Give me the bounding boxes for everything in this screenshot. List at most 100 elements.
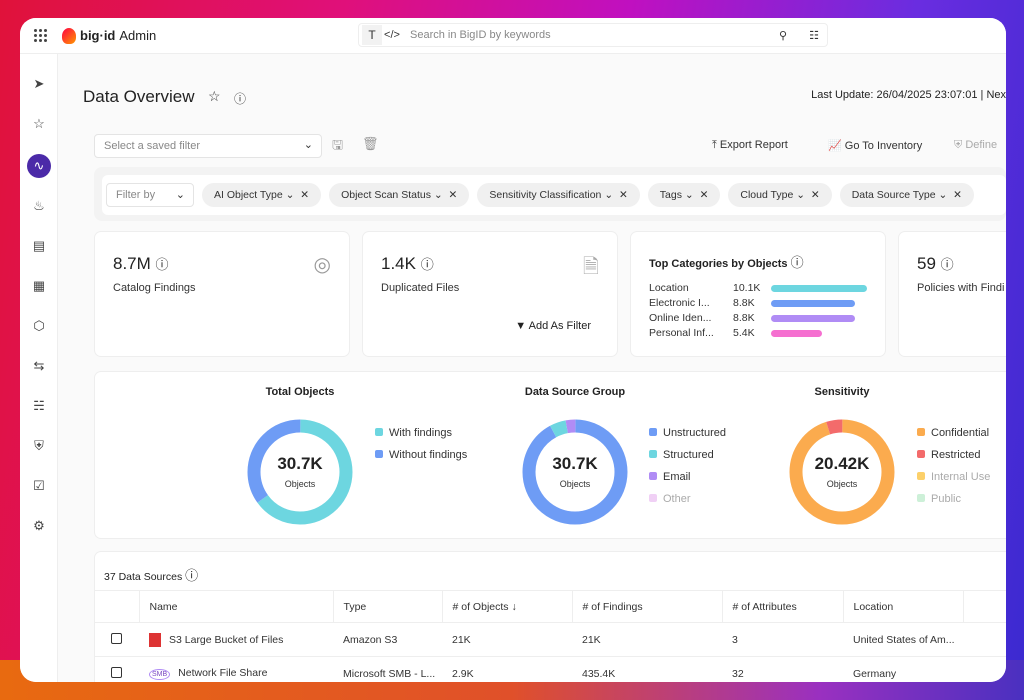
chevron-down-icon: ⌄ (175, 189, 185, 201)
column-header[interactable]: Type (333, 590, 443, 623)
legend-item[interactable]: Structured (649, 449, 714, 461)
donut-segment[interactable] (522, 419, 628, 525)
row-checkbox[interactable] (111, 632, 122, 644)
filter-chip[interactable]: Tags ⌄ ✕ (647, 183, 721, 207)
legend-item[interactable]: With findings (375, 427, 452, 439)
flame-icon[interactable]: ♨ (33, 198, 45, 213)
saved-filter-placeholder: Select a saved filter (104, 140, 200, 152)
column-header[interactable]: Location (843, 590, 964, 623)
shield-icon[interactable]: ⛨ (34, 438, 44, 453)
column-header[interactable]: Name (139, 590, 334, 623)
legend-item[interactable]: Restricted (917, 449, 981, 461)
search-icon[interactable]: ⚲ (778, 29, 787, 42)
chevron-down-icon: ⌄ (604, 189, 614, 201)
save-icon[interactable]: 🖫 (332, 137, 344, 152)
app-title: Admin (119, 28, 157, 43)
category-row[interactable]: Online Iden... 8.8K (649, 312, 889, 326)
table-row[interactable]: S3 Large Bucket of Files Amazon S3 21K 21K 3… (95, 622, 1006, 657)
export-report-button[interactable]: ⤒ Export Report (712, 139, 788, 152)
info-icon[interactable]: ⓘ (185, 568, 199, 583)
catalog-findings-label: Catalog Findings (113, 282, 196, 294)
filter-by-label: Filter by (116, 189, 156, 201)
remove-chip-icon[interactable]: ✕ (618, 189, 628, 201)
duplicated-files-card[interactable]: 1.4K ⓘ Duplicated Files 🗎 ▼ Add As Filte… (363, 232, 617, 356)
legend-item[interactable]: Public (917, 493, 961, 505)
policies-card[interactable]: 59 ⓘ Policies with Findi (899, 232, 1006, 356)
info-icon[interactable]: ⓘ (940, 257, 954, 272)
gear-icon[interactable]: ⚙ (33, 518, 45, 533)
column-header[interactable]: # of Objects ↓ (442, 590, 573, 623)
legend-item[interactable]: Other (649, 493, 691, 505)
row-checkbox[interactable] (111, 666, 122, 678)
logo[interactable]: big·id Admin (62, 27, 157, 44)
filter-chip[interactable]: Data Source Type ⌄ ✕ (839, 183, 974, 207)
star-icon[interactable]: ☆ (33, 116, 45, 131)
filter-by-select[interactable]: Filter by ⌄ (106, 183, 194, 207)
filter-chip[interactable]: Object Scan Status ⌄ ✕ (329, 183, 470, 207)
info-icon[interactable]: ⓘ (155, 257, 169, 272)
report-search-icon[interactable]: ▤ (32, 238, 46, 253)
category-name: Online Iden... (649, 312, 712, 324)
category-row[interactable]: Electronic I... 8.8K (649, 297, 889, 311)
add-as-filter-button[interactable]: ▼ Add As Filter (515, 320, 591, 332)
filter-chip[interactable]: AI Object Type ⌄ ✕ (202, 183, 322, 207)
legend-item[interactable]: Email (649, 471, 691, 483)
catalog-icon[interactable]: ▦ (32, 278, 46, 293)
remove-chip-icon[interactable]: ✕ (953, 189, 962, 201)
cube-icon[interactable]: ⬡ (33, 318, 45, 333)
donut-segment[interactable] (522, 419, 628, 525)
donut-segment[interactable] (247, 419, 353, 525)
column-header[interactable]: # of Attributes (722, 590, 844, 623)
text-mode-icon[interactable]: T (362, 25, 382, 45)
saved-filter-select[interactable]: Select a saved filter ⌄ (94, 134, 322, 158)
donut-charts (247, 419, 895, 525)
go-to-inventory-button[interactable]: 📈 Go To Inventory (828, 139, 922, 152)
filter-chip[interactable]: Cloud Type ⌄ ✕ (728, 183, 832, 207)
donut-segment[interactable] (789, 419, 895, 525)
remove-chip-icon[interactable]: ✕ (448, 189, 458, 201)
code-mode-icon[interactable]: </> (384, 29, 400, 41)
legend-label: Email (663, 471, 691, 483)
shield-check-icon: ⛨ (954, 139, 966, 151)
legend-swatch (917, 450, 925, 458)
hierarchy-icon[interactable]: ☵ (33, 398, 45, 413)
donut-segment[interactable] (789, 419, 895, 525)
info-icon[interactable]: ⓘ (420, 257, 434, 272)
legend-label: Internal Use (931, 471, 991, 483)
rocket-icon[interactable]: ➤ (33, 76, 45, 91)
remove-chip-icon[interactable]: ✕ (300, 189, 310, 201)
filter-settings-icon[interactable]: ☷ (809, 29, 819, 42)
add-as-filter-label: Add As Filter (528, 320, 591, 332)
help-icon[interactable]: ⓘ (234, 92, 247, 106)
legend-item[interactable]: Confidential (917, 427, 989, 439)
trash-icon[interactable]: 🗑 (362, 136, 379, 151)
table-row[interactable]: SMB Network File Share Microsoft SMB - L..… (95, 656, 1006, 682)
filter-chip[interactable]: Sensitivity Classification ⌄ ✕ (477, 183, 640, 207)
sort-desc-icon[interactable]: ↓ (511, 600, 517, 613)
remove-chip-icon[interactable]: ✕ (810, 189, 820, 201)
app-grid-icon[interactable] (34, 28, 48, 43)
data-source-name[interactable]: Network File Share (178, 667, 268, 679)
catalog-findings-card[interactable]: 8.7M ⓘ Catalog Findings ◎ (95, 232, 349, 356)
column-label: # of Findings (582, 600, 643, 613)
checkbox-icon[interactable]: ☑ (33, 478, 45, 493)
category-row[interactable]: Location 10.1K (649, 282, 889, 296)
remove-chip-icon[interactable]: ✕ (699, 189, 709, 201)
legend-item[interactable]: Unstructured (649, 427, 726, 439)
data-source-name[interactable]: S3 Large Bucket of Files (169, 633, 284, 646)
define-button[interactable]: ⛨ Define (954, 139, 997, 152)
info-icon[interactable]: ⓘ (790, 255, 804, 270)
category-bar (771, 300, 855, 307)
smb-icon: SMB (149, 669, 171, 680)
search-input[interactable]: Search in BigID by keywords (410, 29, 551, 41)
legend-item[interactable]: Without findings (375, 449, 467, 461)
legend-item[interactable]: Internal Use (917, 471, 990, 483)
search-bar[interactable]: T </> Search in BigID by keywords ⚲ ☷ (358, 23, 828, 47)
category-row[interactable]: Personal Inf... 5.4K (649, 327, 889, 341)
column-header[interactable]: # of Findings (572, 590, 723, 623)
data-overview-icon[interactable]: ∿ (27, 154, 51, 178)
favorite-star-icon[interactable]: ☆ (208, 88, 221, 104)
donut-segment[interactable] (247, 419, 353, 525)
transfer-icon[interactable]: ⇆ (33, 358, 45, 373)
catalog-findings-value: 8.7M (113, 254, 151, 273)
